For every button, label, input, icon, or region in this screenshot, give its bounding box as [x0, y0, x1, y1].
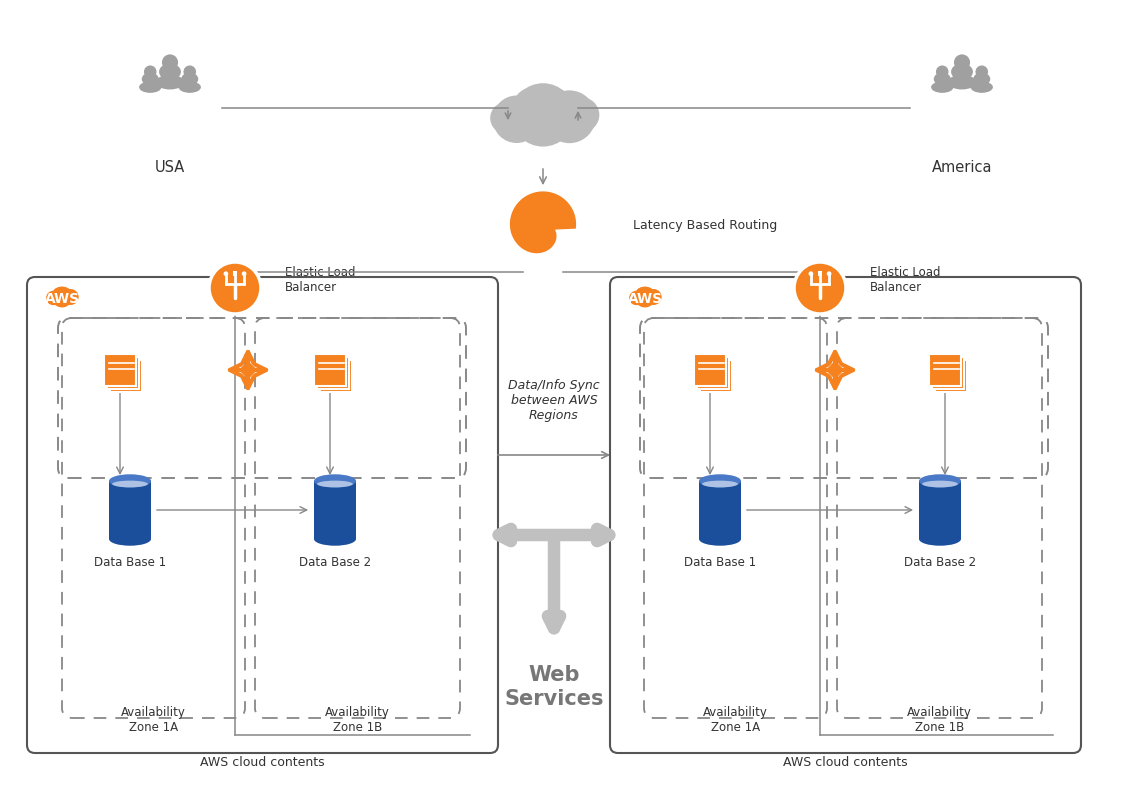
- Ellipse shape: [699, 532, 741, 546]
- Ellipse shape: [702, 481, 738, 487]
- Text: AWS: AWS: [627, 292, 662, 305]
- Ellipse shape: [156, 75, 184, 89]
- Circle shape: [537, 88, 572, 123]
- Text: Elastic Load
Balancer: Elastic Load Balancer: [285, 266, 355, 294]
- Text: Web
Services: Web Services: [504, 666, 603, 709]
- Ellipse shape: [142, 73, 159, 85]
- Ellipse shape: [948, 75, 977, 89]
- Bar: [111, 360, 142, 392]
- Circle shape: [936, 66, 949, 78]
- Circle shape: [635, 287, 655, 308]
- Circle shape: [629, 291, 644, 305]
- Text: Elastic Load
Balancer: Elastic Load Balancer: [870, 266, 941, 294]
- Bar: [320, 360, 352, 392]
- Text: AWS cloud contents: AWS cloud contents: [200, 757, 325, 769]
- Circle shape: [52, 287, 72, 308]
- Text: AWS: AWS: [44, 292, 79, 305]
- Circle shape: [53, 288, 64, 299]
- Bar: [919, 481, 961, 539]
- Circle shape: [564, 97, 599, 133]
- Circle shape: [643, 288, 654, 298]
- Circle shape: [645, 289, 662, 305]
- Ellipse shape: [109, 475, 151, 487]
- Bar: [700, 360, 732, 392]
- Text: Data Base 2: Data Base 2: [299, 555, 371, 569]
- Circle shape: [794, 262, 846, 314]
- Text: Availability
Zone 1A: Availability Zone 1A: [121, 706, 186, 734]
- Text: AWS cloud contents: AWS cloud contents: [783, 757, 908, 769]
- Ellipse shape: [139, 81, 161, 93]
- Ellipse shape: [317, 481, 353, 487]
- Text: Availability
Zone 1B: Availability Zone 1B: [907, 706, 972, 734]
- Bar: [107, 357, 139, 389]
- Circle shape: [976, 66, 988, 78]
- Circle shape: [209, 262, 261, 314]
- Circle shape: [241, 272, 246, 276]
- Polygon shape: [509, 190, 578, 255]
- Bar: [497, 116, 589, 127]
- Circle shape: [60, 288, 71, 298]
- Bar: [826, 360, 845, 380]
- Ellipse shape: [923, 481, 958, 487]
- Ellipse shape: [314, 475, 356, 487]
- Bar: [314, 481, 356, 539]
- Circle shape: [144, 66, 157, 78]
- Circle shape: [809, 272, 813, 276]
- Bar: [935, 360, 967, 392]
- Ellipse shape: [970, 81, 993, 93]
- Circle shape: [493, 95, 540, 143]
- Circle shape: [63, 289, 79, 305]
- Text: Data Base 2: Data Base 2: [904, 555, 976, 569]
- Ellipse shape: [112, 481, 148, 487]
- Bar: [929, 354, 961, 386]
- Bar: [109, 481, 151, 539]
- Circle shape: [223, 272, 228, 276]
- Bar: [818, 272, 822, 276]
- Text: Data/Info Sync
between AWS
Regions: Data/Info Sync between AWS Regions: [509, 379, 600, 422]
- Ellipse shape: [919, 532, 961, 546]
- Ellipse shape: [931, 81, 953, 93]
- Circle shape: [543, 90, 596, 143]
- Bar: [932, 357, 964, 389]
- Ellipse shape: [182, 73, 199, 85]
- Circle shape: [827, 272, 831, 276]
- Bar: [314, 354, 346, 386]
- Text: USA: USA: [155, 161, 185, 176]
- Circle shape: [491, 102, 522, 134]
- Bar: [317, 357, 349, 389]
- Circle shape: [184, 66, 196, 78]
- Circle shape: [46, 291, 61, 305]
- Ellipse shape: [109, 532, 151, 546]
- Text: Data Base 1: Data Base 1: [684, 555, 756, 569]
- Ellipse shape: [178, 81, 201, 93]
- Ellipse shape: [951, 63, 973, 80]
- Bar: [104, 354, 136, 386]
- Bar: [694, 354, 726, 386]
- Circle shape: [513, 87, 552, 126]
- Circle shape: [636, 288, 647, 299]
- Bar: [699, 481, 741, 539]
- Text: Availability
Zone 1A: Availability Zone 1A: [703, 706, 768, 734]
- Ellipse shape: [314, 532, 356, 546]
- Ellipse shape: [699, 475, 741, 487]
- Bar: [232, 272, 237, 276]
- Ellipse shape: [159, 63, 180, 80]
- Text: Availability
Zone 1B: Availability Zone 1B: [325, 706, 390, 734]
- Circle shape: [162, 54, 178, 70]
- Bar: [239, 360, 257, 380]
- Text: Data Base 1: Data Base 1: [94, 555, 166, 569]
- Circle shape: [954, 54, 970, 70]
- Ellipse shape: [973, 73, 990, 85]
- Circle shape: [511, 83, 574, 146]
- Ellipse shape: [919, 475, 961, 487]
- Text: Latency Based Routing: Latency Based Routing: [633, 218, 777, 232]
- Bar: [697, 357, 729, 389]
- Ellipse shape: [934, 73, 951, 85]
- Text: America: America: [932, 161, 993, 176]
